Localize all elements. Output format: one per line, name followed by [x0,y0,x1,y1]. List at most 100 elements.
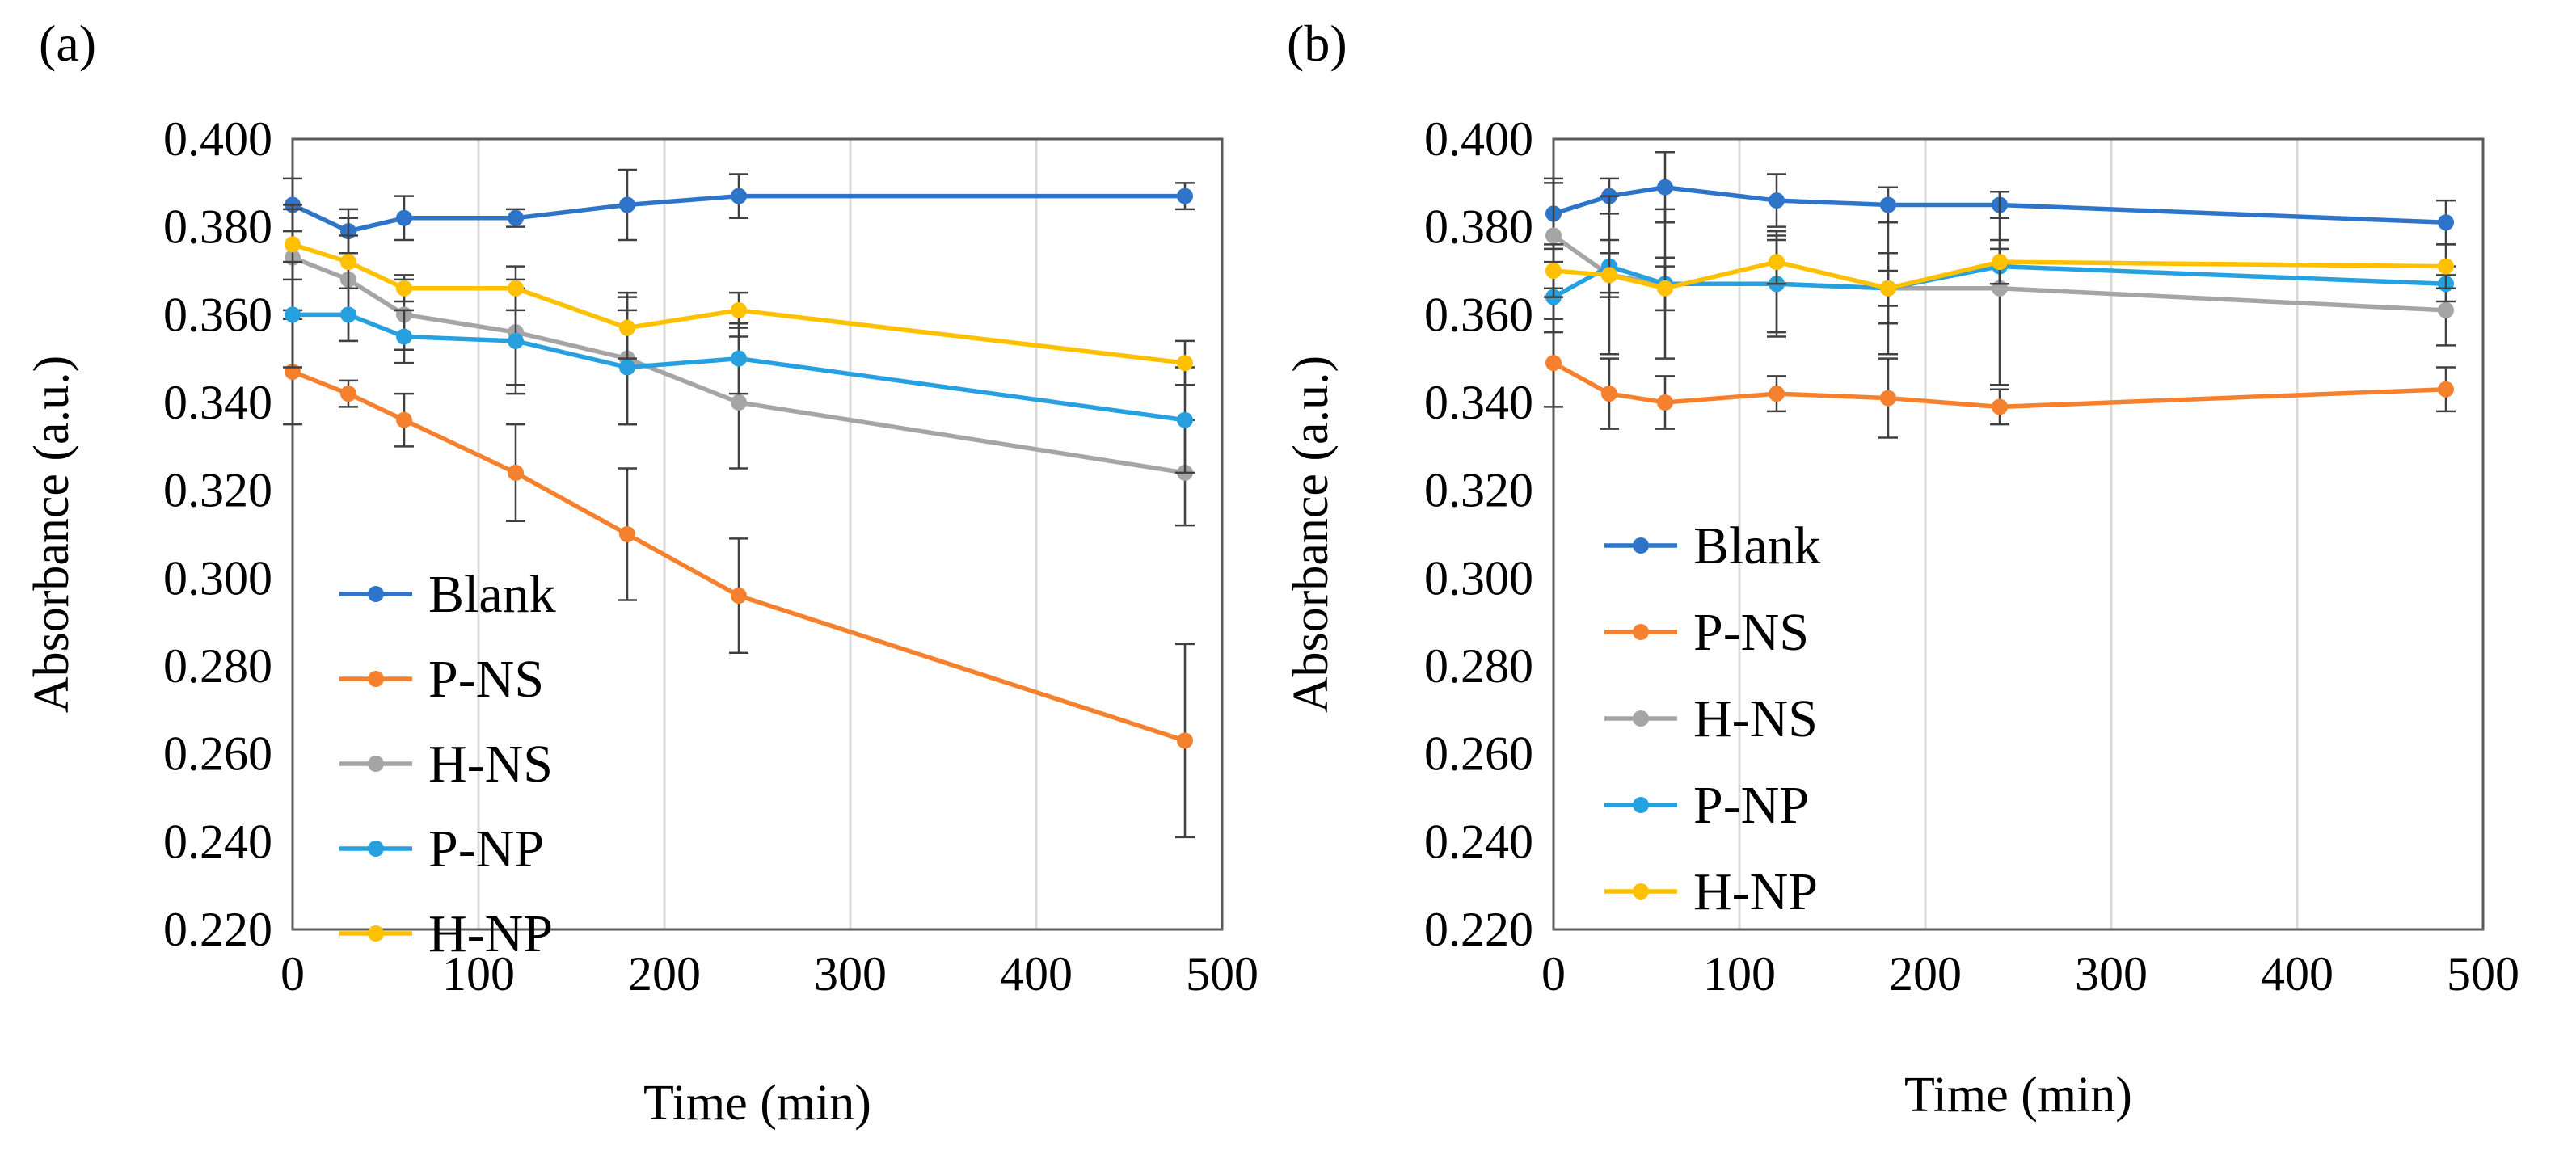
data-point [340,254,356,271]
y-tick-label: 0.400 [163,112,272,166]
data-point [2438,258,2454,275]
panel-b: (b) 0 100 200 300 400 500 0.400 0.380 0.360 0.340 0… [1284,15,2519,1123]
x-tick-label: 200 [628,947,701,1001]
y-tick-label: 0.380 [1424,200,1533,254]
data-point [1992,254,2008,271]
legend-swatch-marker [368,671,384,687]
x-tick-label: 300 [814,947,887,1001]
data-point [508,332,524,349]
y-tick-label: 0.360 [1424,288,1533,341]
data-point [1545,355,1562,372]
panel-label: (a) [39,15,96,72]
legend-label: H-NP [428,904,553,963]
data-point [731,588,747,605]
legend-swatch-marker [1633,710,1649,727]
legend-item: Blank [1604,516,1821,575]
legend-label: Blank [1693,516,1821,575]
legend-label: P-NS [1693,603,1809,662]
legend-item: H-NP [339,904,553,963]
legend-item: Blank [339,565,556,624]
series-h-np [283,208,1195,386]
legend-item: H-NP [1604,862,1818,921]
y-tick-label: 0.320 [1424,464,1533,517]
plot-frame [1552,137,2485,931]
legend-swatch-marker [368,841,384,857]
plot-frame [291,137,1224,931]
y-tick-label: 0.260 [1424,727,1533,781]
legend-swatch-marker [1633,797,1649,813]
legend-swatch-marker [368,756,384,772]
y-tick-label: 0.380 [163,200,272,254]
data-point [508,464,524,481]
data-point [1880,390,1896,407]
data-point [731,188,747,204]
legend-item: P-NP [339,820,544,879]
x-tick-label: 200 [1889,947,1962,1001]
y-tick-label: 0.340 [163,376,272,429]
data-point [1545,227,1562,244]
legend-label: Blank [428,565,556,624]
legend-label: P-NP [1693,776,1809,835]
legend-swatch-marker [1633,537,1649,554]
x-tick-label: 500 [1186,947,1258,1001]
gridlines [477,139,1038,929]
data-point [1177,411,1193,428]
panel-label: (b) [1287,15,1347,72]
y-tick-label: 0.220 [1424,903,1533,956]
data-point [619,526,635,542]
x-tick-label: 0 [280,947,305,1001]
series-h-np [1544,238,2456,312]
data-point [731,301,747,318]
y-tick-label: 0.320 [163,464,272,517]
y-tick-label: 0.340 [1424,376,1533,429]
x-axis-label: Time (min) [1904,1068,2132,1123]
data-point [1657,280,1673,297]
x-tick-label: 100 [442,947,515,1001]
data-point [731,394,747,411]
y-tick-label: 0.280 [163,639,272,693]
y-axis-label: Absorbance (a.u.) [1284,356,1339,713]
data-point [2438,214,2454,231]
data-point [1177,732,1193,749]
data-point [340,386,356,402]
x-tick-label: 0 [1541,947,1566,1001]
data-point [1657,394,1673,411]
y-tick-label: 0.240 [1424,815,1533,868]
series-p-ns [1544,318,2456,439]
legend-item: H-NS [1604,689,1818,748]
y-tick-label: 0.280 [1424,639,1533,693]
legend: Blank P-NS H-NS P-NP H-NP [339,565,556,963]
y-tick-label: 0.300 [1424,551,1533,605]
data-point [285,236,301,253]
x-tick-label: 400 [2261,947,2334,1001]
legend-label: H-NP [1693,862,1818,921]
data-point [1601,267,1617,284]
data-point [340,306,356,323]
legend-swatch-marker [1633,624,1649,640]
legend-swatch-marker [368,925,384,942]
data-point [1769,192,1785,209]
legend-label: H-NS [428,735,553,794]
data-point [2438,301,2454,318]
x-tick-label: 500 [2447,947,2519,1001]
series-blank [283,168,1195,255]
y-tick-label: 0.300 [163,551,272,605]
legend-label: H-NS [1693,689,1818,748]
data-point [396,209,412,226]
data-point [396,411,412,428]
y-tick-label: 0.360 [163,288,272,341]
data-point [1177,188,1193,204]
data-point [396,328,412,345]
y-tick-label: 0.220 [163,903,272,956]
data-point [285,306,301,323]
y-tick-label: 0.400 [1424,112,1533,166]
x-tick-label: 400 [1000,947,1073,1001]
data-point [1880,280,1896,297]
data-point [396,280,412,297]
panel-a: (a) 0 100 200 300 400 500 0.400 0.380 0.360 0.340 0… [24,15,1258,1131]
data-point [1177,355,1193,372]
data-point [1992,398,2008,415]
data-point [508,209,524,226]
data-point [508,280,524,297]
data-point [619,359,635,376]
